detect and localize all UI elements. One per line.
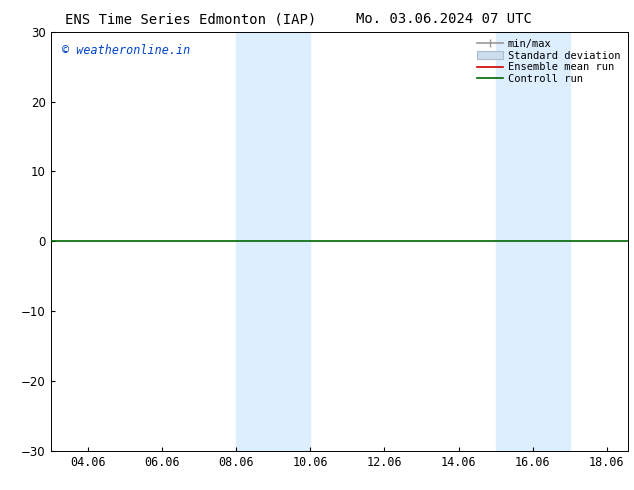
Text: ENS Time Series Edmonton (IAP): ENS Time Series Edmonton (IAP): [65, 12, 316, 26]
Text: © weatheronline.in: © weatheronline.in: [62, 45, 190, 57]
Bar: [496, 32, 570, 451]
Text: Mo. 03.06.2024 07 UTC: Mo. 03.06.2024 07 UTC: [356, 12, 532, 26]
Bar: [236, 32, 310, 451]
Legend: min/max, Standard deviation, Ensemble mean run, Controll run: min/max, Standard deviation, Ensemble me…: [474, 37, 623, 86]
